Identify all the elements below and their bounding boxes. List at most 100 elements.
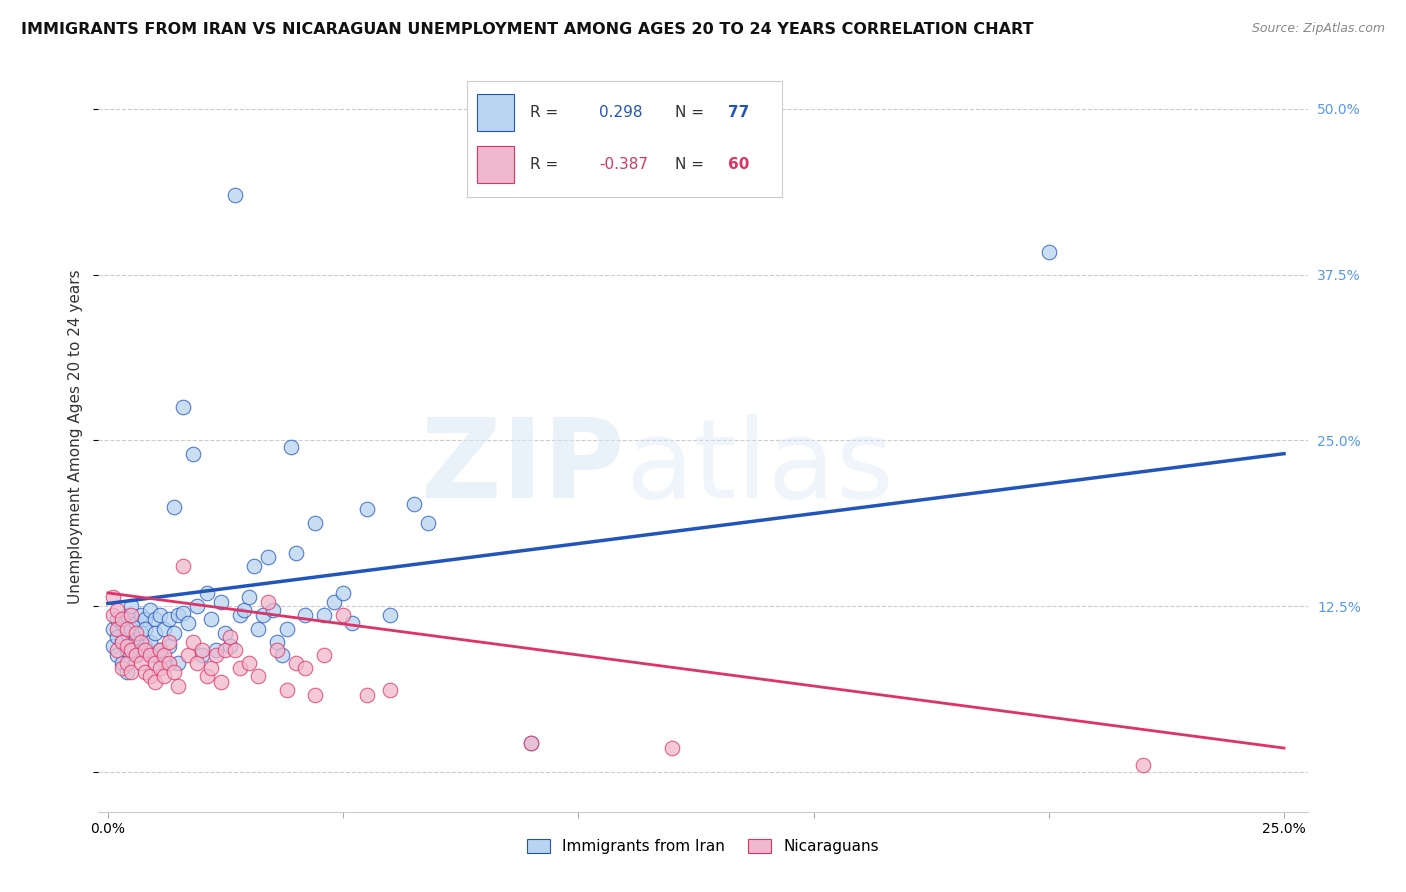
Point — [191, 648, 214, 663]
Point — [115, 622, 138, 636]
Point — [143, 648, 166, 663]
Point — [294, 608, 316, 623]
Point — [200, 661, 222, 675]
Point — [143, 612, 166, 626]
Point — [294, 661, 316, 675]
Point — [285, 656, 308, 670]
Point — [280, 440, 302, 454]
Point — [256, 595, 278, 609]
Point — [143, 656, 166, 670]
Point — [195, 669, 218, 683]
Legend: Immigrants from Iran, Nicaraguans: Immigrants from Iran, Nicaraguans — [522, 833, 884, 860]
Point — [228, 661, 250, 675]
Point — [205, 648, 228, 663]
Point — [101, 608, 124, 623]
Point — [252, 608, 274, 623]
Point — [520, 736, 543, 750]
Point — [149, 608, 172, 623]
Point — [1038, 245, 1060, 260]
Point — [111, 635, 134, 649]
Point — [167, 679, 190, 693]
Point — [322, 595, 344, 609]
Point — [134, 612, 156, 626]
Point — [101, 622, 124, 636]
Point — [172, 559, 194, 574]
Point — [153, 669, 176, 683]
Point — [271, 648, 294, 663]
Point — [378, 682, 401, 697]
Point — [101, 639, 124, 653]
Point — [134, 639, 156, 653]
Point — [105, 630, 128, 644]
Point — [120, 639, 142, 653]
Text: IMMIGRANTS FROM IRAN VS NICARAGUAN UNEMPLOYMENT AMONG AGES 20 TO 24 YEARS CORREL: IMMIGRANTS FROM IRAN VS NICARAGUAN UNEMP… — [21, 22, 1033, 37]
Point — [111, 635, 134, 649]
Point — [177, 648, 200, 663]
Point — [233, 603, 256, 617]
Point — [101, 590, 124, 604]
Point — [167, 608, 190, 623]
Point — [125, 625, 148, 640]
Point — [149, 643, 172, 657]
Point — [139, 603, 162, 617]
Point — [195, 586, 218, 600]
Point — [129, 656, 152, 670]
Point — [120, 643, 142, 657]
Point — [219, 630, 242, 644]
Text: atlas: atlas — [626, 414, 894, 521]
Point — [153, 622, 176, 636]
Point — [163, 665, 186, 680]
Point — [143, 674, 166, 689]
Point — [129, 625, 152, 640]
Point — [139, 669, 162, 683]
Point — [115, 656, 138, 670]
Point — [266, 643, 288, 657]
Point — [134, 622, 156, 636]
Point — [111, 616, 134, 631]
Point — [172, 401, 194, 415]
Point — [200, 612, 222, 626]
Point — [139, 635, 162, 649]
Point — [228, 608, 250, 623]
Point — [181, 635, 204, 649]
Point — [125, 632, 148, 647]
Point — [262, 603, 284, 617]
Point — [238, 656, 260, 670]
Point — [129, 608, 152, 623]
Point — [224, 643, 246, 657]
Point — [105, 612, 128, 626]
Point — [247, 622, 270, 636]
Point — [134, 643, 156, 657]
Point — [157, 656, 180, 670]
Point — [186, 599, 208, 614]
Point — [356, 502, 378, 516]
Point — [105, 622, 128, 636]
Point — [115, 639, 138, 653]
Point — [139, 648, 162, 663]
Point — [520, 736, 543, 750]
Point — [105, 643, 128, 657]
Point — [149, 661, 172, 675]
Text: ZIP: ZIP — [420, 414, 624, 521]
Point — [209, 674, 232, 689]
Point — [304, 688, 326, 702]
Point — [266, 635, 288, 649]
Point — [115, 608, 138, 623]
Point — [105, 648, 128, 663]
Point — [129, 635, 152, 649]
Point — [214, 625, 236, 640]
Point — [167, 656, 190, 670]
Point — [181, 447, 204, 461]
Point — [115, 665, 138, 680]
Point — [314, 648, 336, 663]
Point — [115, 625, 138, 640]
Point — [157, 639, 180, 653]
Point — [191, 643, 214, 657]
Point — [332, 586, 354, 600]
Point — [402, 497, 425, 511]
Point — [120, 622, 142, 636]
Point — [172, 606, 194, 620]
Text: Source: ZipAtlas.com: Source: ZipAtlas.com — [1251, 22, 1385, 36]
Y-axis label: Unemployment Among Ages 20 to 24 years: Unemployment Among Ages 20 to 24 years — [67, 269, 83, 605]
Point — [186, 656, 208, 670]
